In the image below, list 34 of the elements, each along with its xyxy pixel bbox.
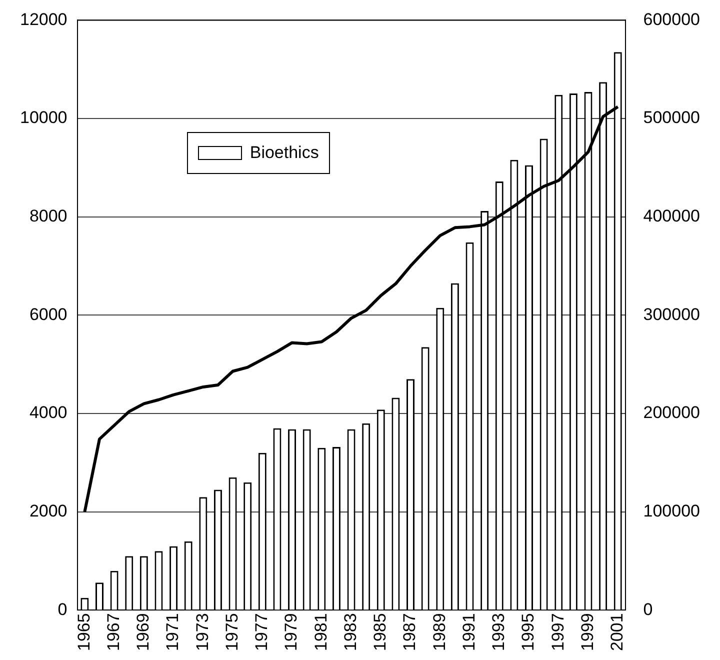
x-tick-label: 1973 bbox=[192, 613, 212, 652]
y2-tick-label: 400000 bbox=[643, 206, 700, 226]
x-tick-label: 1991 bbox=[459, 613, 478, 652]
x-tick-label: 1969 bbox=[134, 613, 153, 652]
y2-tick-label: 300000 bbox=[643, 304, 700, 324]
x-tick-label: 1971 bbox=[163, 613, 182, 652]
x-tick-label: 2001 bbox=[608, 613, 627, 652]
y2-tick-label: 200000 bbox=[643, 403, 700, 422]
y-tick-label: 0 bbox=[58, 600, 68, 619]
x-tick-label: 1977 bbox=[252, 613, 272, 652]
y-tick-label: 8000 bbox=[29, 206, 68, 226]
x-tick-label: 1985 bbox=[370, 613, 390, 652]
x-tick-label: 1995 bbox=[518, 613, 538, 652]
legend: Bioethics bbox=[186, 132, 330, 174]
x-tick-label: 1999 bbox=[578, 613, 597, 652]
y2-tick-label: 600000 bbox=[643, 10, 700, 29]
y-tick-label: 10000 bbox=[20, 108, 68, 128]
x-tick-label: 1993 bbox=[489, 613, 508, 652]
y2-tick-label: 0 bbox=[643, 600, 653, 619]
y2-tick-label: 500000 bbox=[643, 108, 700, 128]
x-tick-label: 1965 bbox=[74, 613, 94, 652]
y2-tick-label: 100000 bbox=[643, 502, 700, 521]
y-tick-label: 2000 bbox=[29, 502, 68, 521]
x-tick-label: 1975 bbox=[222, 613, 242, 652]
x-tick-label: 1979 bbox=[282, 613, 301, 652]
y-tick-label: 6000 bbox=[29, 304, 68, 324]
y-tick-label: 12000 bbox=[20, 10, 68, 29]
y-tick-label: 4000 bbox=[29, 403, 68, 422]
x-tick-label: 1987 bbox=[400, 613, 420, 652]
x-tick-label: 1983 bbox=[340, 613, 360, 652]
x-tick-label: 1967 bbox=[104, 613, 123, 652]
x-tick-label: 1981 bbox=[311, 613, 330, 652]
x-tick-label: 1997 bbox=[548, 613, 568, 652]
x-tick-label: 1989 bbox=[430, 613, 449, 652]
